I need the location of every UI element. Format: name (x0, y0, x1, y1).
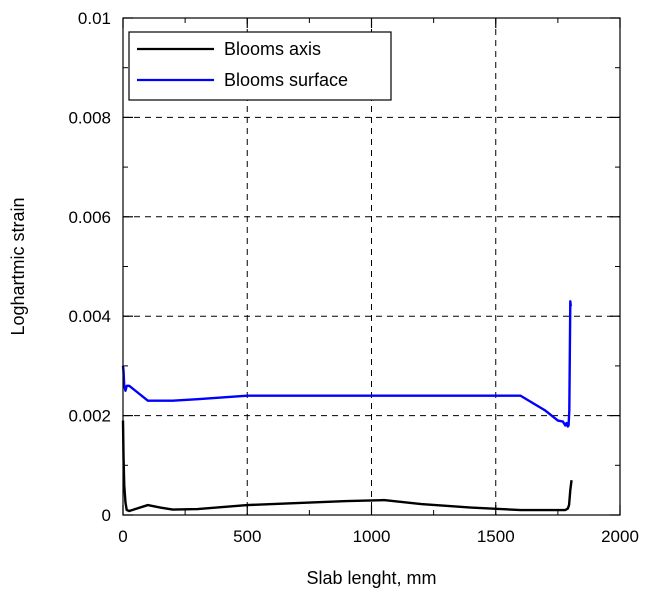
x-tick-label: 2000 (601, 527, 639, 546)
series-lines (121, 300, 573, 513)
series-line-blooms-surface (121, 300, 572, 428)
x-axis-title: Slab lenght, mm (306, 568, 436, 588)
x-tick-label: 1500 (477, 527, 515, 546)
tick-labels: 0 500 1000 1500 2000 0 0.002 0.004 0.006 0.008 0.0… (68, 9, 638, 546)
legend: Blooms axis Blooms surface (128, 31, 392, 101)
y-tick-label: 0.006 (68, 208, 111, 227)
y-tick-label: 0.008 (68, 108, 111, 127)
x-tick-label: 0 (118, 527, 127, 546)
x-tick-label: 500 (233, 527, 261, 546)
grid-lines (123, 18, 620, 515)
series-line-blooms-axis (121, 420, 573, 513)
y-tick-label: 0.002 (68, 407, 111, 426)
y-tick-label: 0 (102, 506, 111, 525)
legend-label-blooms-surface: Blooms surface (224, 70, 348, 90)
y-axis-title: Loghartmic strain (8, 197, 28, 335)
x-tick-label: 1000 (353, 527, 391, 546)
legend-label-blooms-axis: Blooms axis (224, 39, 321, 59)
legend-box (128, 31, 392, 101)
axis-ticks (122, 17, 621, 516)
y-tick-label: 0.004 (68, 307, 111, 326)
y-tick-label: 0.01 (78, 9, 111, 28)
